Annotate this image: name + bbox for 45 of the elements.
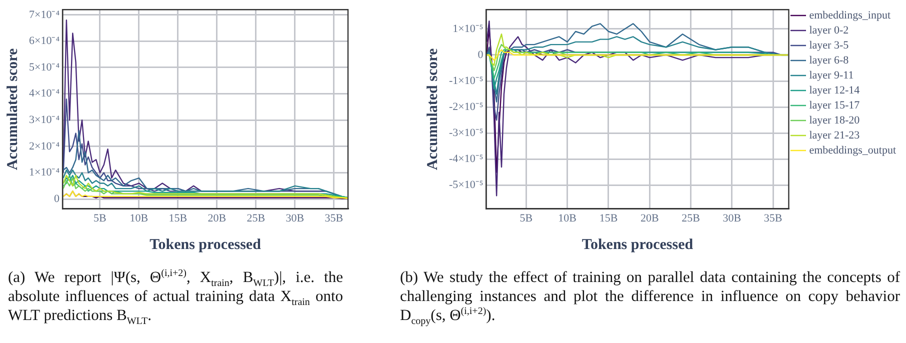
x-tick-label: 20B bbox=[208, 212, 226, 224]
x-tick-label: 25B bbox=[246, 212, 266, 224]
legend-label: layer 3-5 bbox=[809, 39, 850, 52]
legend-label: layer 0-2 bbox=[809, 24, 849, 36]
text: (b) We study the effect of training on parallel data containing the concepts of challenging instances and plot the difference in influence on copy behavior D$_{copy}$(s, Θ$^{(i,i+2)}$). bbox=[400, 268, 900, 328]
x-axis-title: Tokens processed bbox=[150, 236, 262, 253]
x-axis-title: Tokens processed bbox=[582, 236, 694, 253]
legend-label: layer 9-11 bbox=[809, 69, 854, 82]
y-tick-label: 0 bbox=[54, 192, 60, 205]
y-tick-label: -3×10⁻⁵ bbox=[449, 127, 484, 140]
x-tick-label: 30B bbox=[286, 212, 304, 224]
legend-label: layer 6-8 bbox=[809, 54, 850, 66]
y-tick-label: -5×10⁻⁵ bbox=[449, 179, 484, 192]
y-tick-label: 4×10⁻⁴ bbox=[28, 88, 60, 100]
x-tick-label: 35B bbox=[324, 212, 344, 224]
x-tick-label: 10B bbox=[558, 212, 577, 224]
y-tick-label: 1×10⁻⁵ bbox=[452, 22, 484, 35]
y-tick-label: 1×10⁻⁴ bbox=[28, 166, 60, 179]
y-tick-label: 2×10⁻⁴ bbox=[28, 140, 60, 152]
x-tick-label: 30B bbox=[722, 212, 742, 224]
x-tick-label: 15B bbox=[599, 212, 618, 224]
x-tick-label: 25B bbox=[682, 212, 700, 224]
legend-label: layer 15-17 bbox=[809, 99, 860, 112]
y-tick-label: 6×10⁻⁴ bbox=[28, 35, 60, 48]
y-tick-label: 7×10⁻⁴ bbox=[28, 8, 60, 21]
legend-label: layer 18-20 bbox=[809, 114, 860, 126]
y-tick-label: 5×10⁻⁴ bbox=[28, 61, 60, 74]
x-tick-label: 10B bbox=[130, 212, 148, 224]
y-tick-label: -2×10⁻⁵ bbox=[449, 101, 484, 114]
legend-label: embeddings_output bbox=[809, 144, 896, 156]
y-tick-label: 0 bbox=[478, 48, 484, 61]
text: (a) We report |Ψ(s, Θ$^{(i,i+2)}$, X$_{train}$, B$_{WLT}$)|, i.e. the absolute influences of actual training data X$_{train}$ onto WLT predictions B$_{WLT}$. bbox=[8, 268, 343, 328]
legend-label: layer 21-23 bbox=[809, 129, 860, 142]
x-tick-label: 20B bbox=[640, 212, 659, 224]
y-tick-label: 3×10⁻⁴ bbox=[28, 114, 60, 126]
y-axis-title: Accumulated score bbox=[424, 48, 441, 170]
x-tick-label: 5B bbox=[520, 212, 533, 224]
x-tick-label: 15B bbox=[168, 212, 188, 224]
legend-label: layer 12-14 bbox=[809, 84, 860, 96]
x-tick-label: 5B bbox=[94, 212, 106, 224]
legend-label: embeddings_input bbox=[809, 9, 891, 22]
y-tick-label: -1×10⁻⁵ bbox=[449, 74, 484, 87]
y-axis-title: Accumulated score bbox=[4, 48, 21, 170]
y-tick-label: -4×10⁻⁵ bbox=[449, 153, 484, 166]
x-tick-label: 35B bbox=[764, 212, 782, 224]
